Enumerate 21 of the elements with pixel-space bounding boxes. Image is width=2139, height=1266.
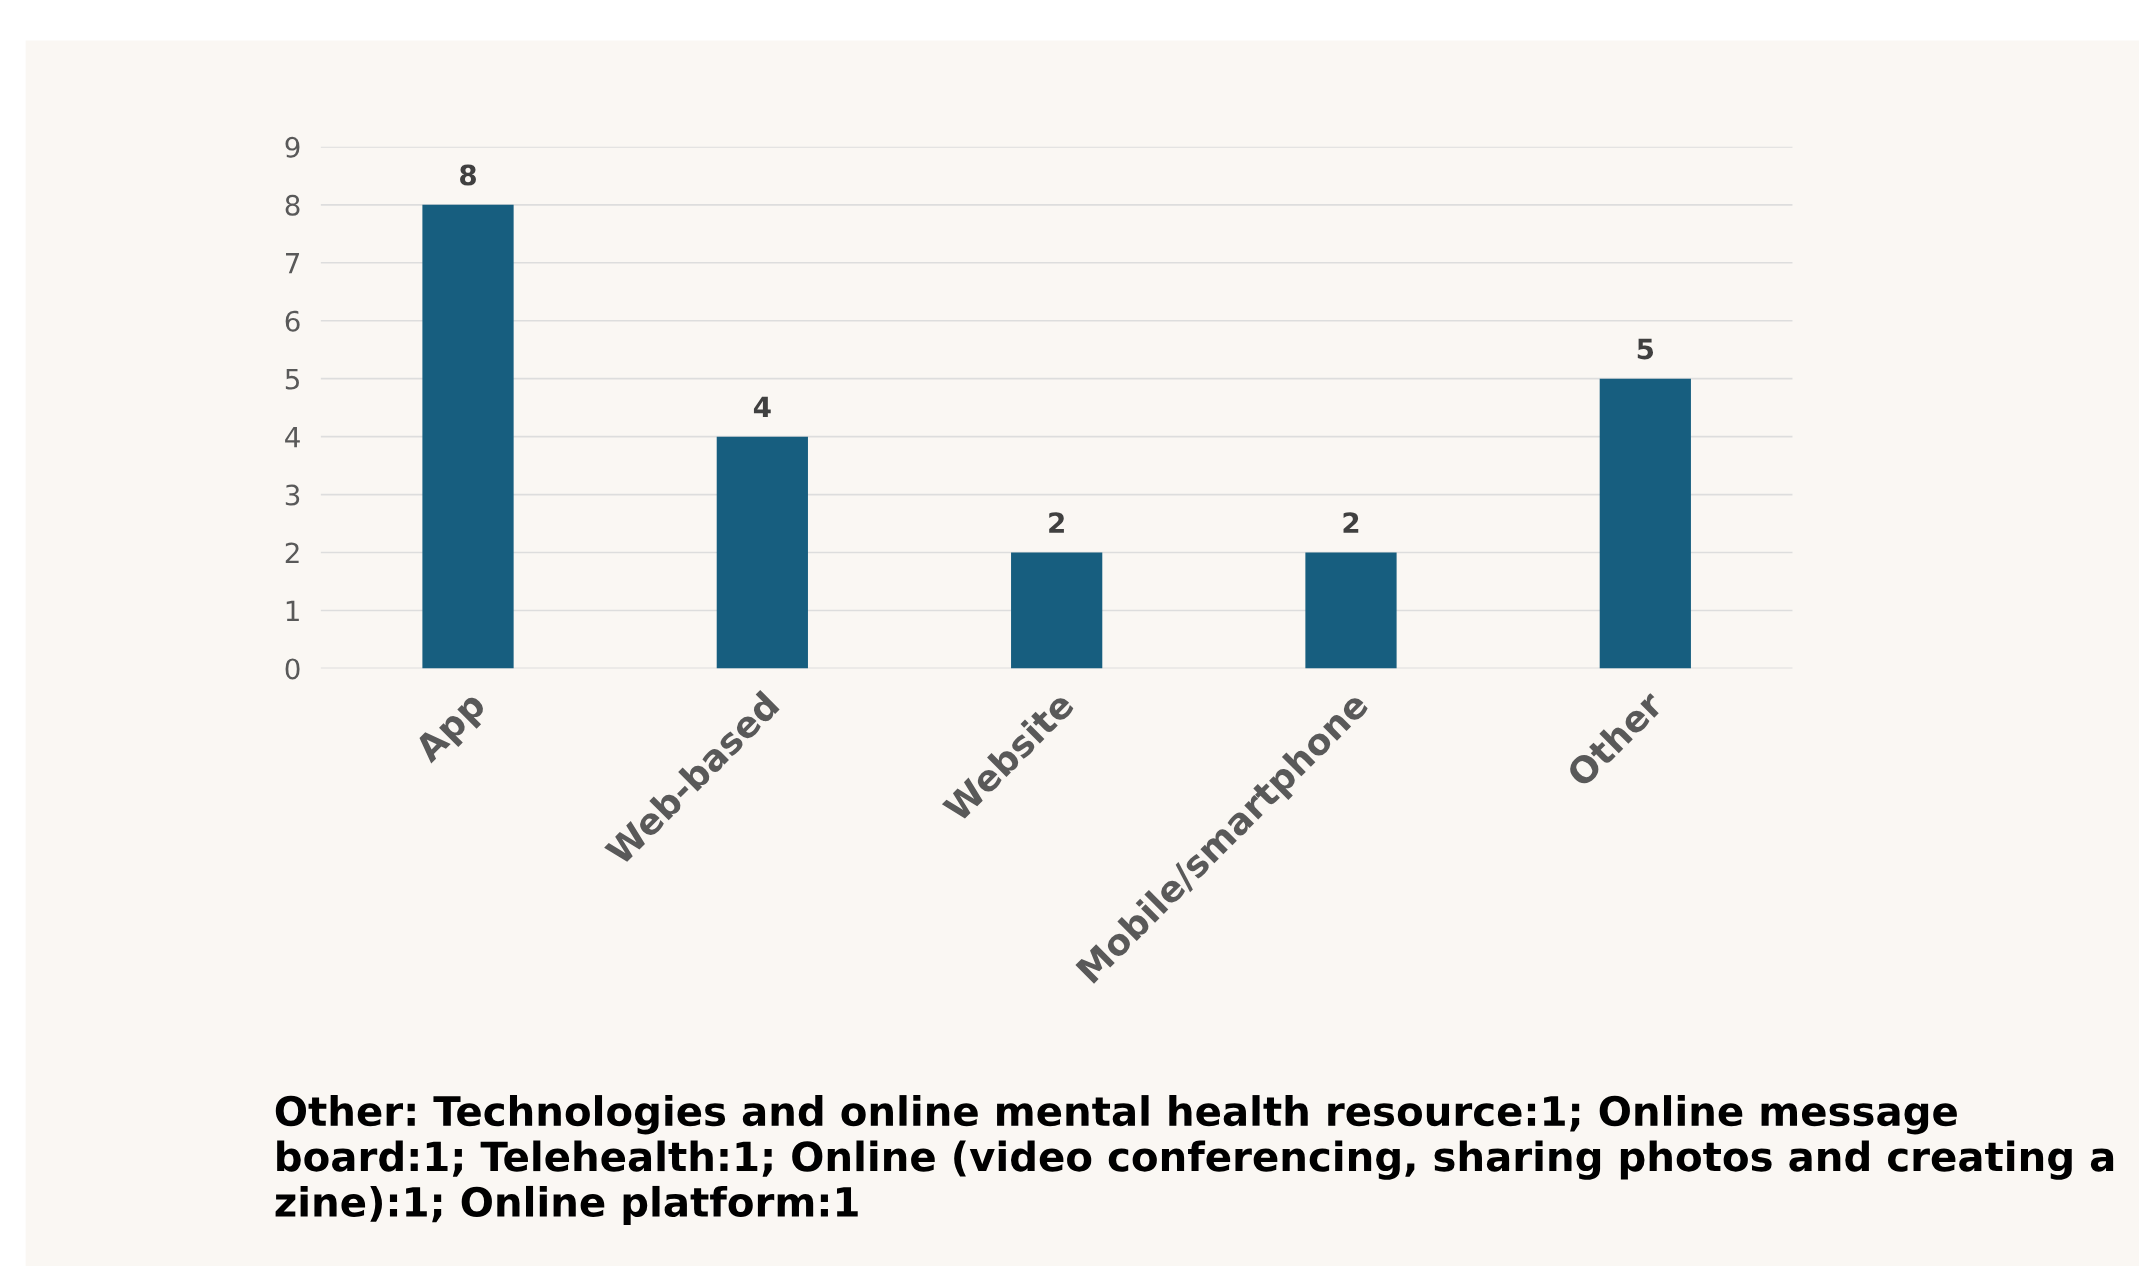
y-tick-label: 1 <box>286 600 299 622</box>
bar <box>1011 552 1103 669</box>
y-tick-label: 0 <box>285 658 300 680</box>
data-label: 4 <box>753 396 771 417</box>
y-tick-label: 4 <box>285 426 300 448</box>
y-tick-label: 2 <box>285 542 299 564</box>
y-tick-label: 7 <box>286 253 300 274</box>
y-tick-label: 5 <box>285 368 299 390</box>
text: Other: Technologies and online mental health resource:1; Online message board:1; Telehealth:1; Online (video conferencing, sharing photos and creating a zine):1; Online platform:1 <box>275 1095 2114 1225</box>
y-tick-label: 3 <box>285 484 300 506</box>
data-label: 2 <box>1049 512 1064 533</box>
bar <box>1305 552 1397 669</box>
y-tick-label: 9 <box>285 136 300 158</box>
y-tick-label: 6 <box>285 310 300 332</box>
bar <box>1599 378 1691 669</box>
bar <box>422 204 514 669</box>
bar <box>716 436 808 669</box>
data-label: 8 <box>460 164 476 186</box>
data-label: 5 <box>1637 338 1654 360</box>
y-tick-label: 8 <box>285 194 300 216</box>
data-label: 2 <box>1343 512 1359 533</box>
